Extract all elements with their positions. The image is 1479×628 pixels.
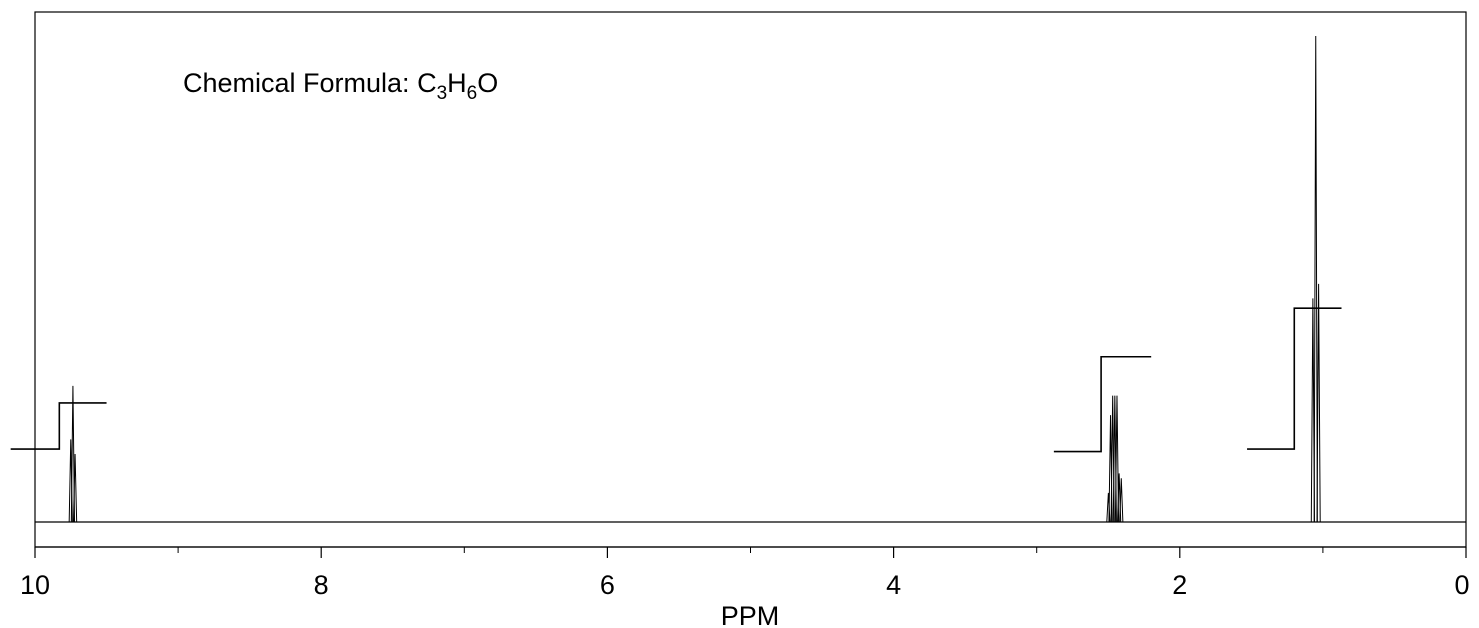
tick-label-2: 6	[600, 570, 615, 600]
formula-prefix: Chemical Formula:	[183, 68, 417, 98]
formula-element-4: O	[477, 68, 498, 98]
x-axis-title: PPM	[721, 601, 780, 628]
integral-curves	[10, 307, 1342, 453]
tick-label-1: 8	[314, 570, 329, 600]
spectrum-peak-11	[1313, 35, 1318, 523]
formula-element-0: C	[417, 68, 437, 98]
tick-label-4: 2	[1172, 570, 1187, 600]
integral-step-1	[1053, 355, 1152, 453]
formula-element-2: H	[447, 68, 467, 98]
spectrum-peak-2	[72, 453, 78, 523]
tick-label-0: 10	[20, 570, 50, 600]
tick-label-3: 4	[886, 570, 901, 600]
spectrum-peak-1	[70, 385, 76, 523]
spectrum-peak-12	[1316, 283, 1321, 523]
spectrum-peak-7	[1114, 395, 1120, 523]
spectrum-trace	[35, 35, 1466, 523]
chemical-formula-annotation: Chemical Formula: C3H6O	[183, 68, 498, 104]
integral-step-0	[10, 402, 107, 450]
tick-label-5: 0	[1454, 570, 1469, 600]
spectrum-peak-9	[1119, 478, 1124, 523]
integral-step-2	[1247, 307, 1342, 450]
x-axis-ticks	[34, 547, 1467, 558]
formula-subscript-1: 3	[437, 83, 448, 104]
x-axis-tick-labels: 10 8 6 4 2 0	[20, 570, 1470, 600]
formula-subscript-3: 6	[467, 83, 478, 104]
